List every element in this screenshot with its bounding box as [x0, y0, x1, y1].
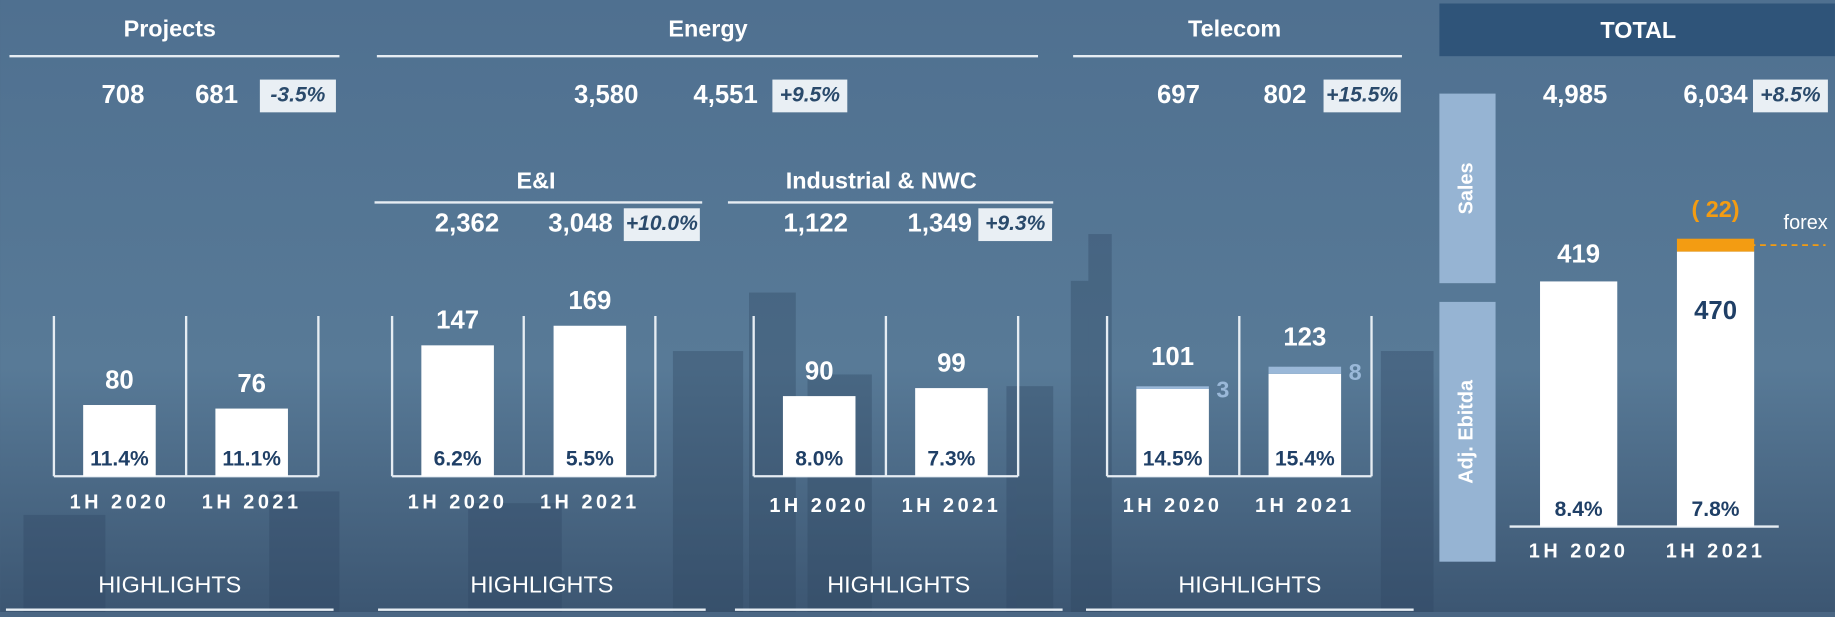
panel-title: Energy: [668, 16, 747, 42]
panel-title: TOTAL: [1600, 17, 1676, 43]
sales-value: 4,551: [693, 81, 757, 109]
value-label: 419: [1557, 240, 1600, 268]
x-tick-label: 1H 2021: [1666, 541, 1766, 563]
sales-value: 3,048: [548, 209, 612, 237]
sales-value: 708: [101, 81, 144, 109]
segment-label: ( 22): [1692, 196, 1740, 222]
margin-label: 5.5%: [566, 447, 614, 470]
x-tick-label: 1H 2020: [769, 495, 869, 517]
growth-label: +9.5%: [780, 84, 841, 107]
margin-label: 14.5%: [1143, 447, 1203, 470]
value-label: 99: [937, 349, 966, 377]
growth-label: +8.5%: [1760, 84, 1821, 107]
margin-label: 7.8%: [1692, 498, 1740, 521]
sales-value: 6,034: [1683, 81, 1748, 109]
x-tick-label: 1H 2020: [1529, 541, 1629, 563]
panel-title: Telecom: [1188, 16, 1281, 42]
bar-segment: [1677, 252, 1754, 527]
sales-value: 697: [1157, 81, 1200, 109]
bar-segment: [1540, 281, 1617, 526]
panel-title: Industrial & NWC: [786, 168, 977, 194]
x-tick-label: 1H 2020: [408, 491, 508, 513]
margin-label: 11.4%: [90, 447, 149, 470]
sales-value: 802: [1263, 81, 1306, 109]
x-tick-label: 1H 2021: [202, 491, 302, 513]
sales-value: 1,122: [783, 209, 847, 237]
page: {"chart_data": [ {"type": "bar", "title"…: [0, 0, 1835, 612]
footer-label: HIGHLIGHTS: [827, 571, 970, 597]
margin-label: 6.2%: [434, 447, 482, 470]
x-tick-label: 1H 2020: [1123, 495, 1223, 517]
sales-value: 681: [195, 81, 238, 109]
footer-label: HIGHLIGHTS: [98, 571, 241, 597]
value-label: 76: [237, 370, 266, 398]
x-tick-label: 1H 2020: [70, 491, 170, 513]
sales-value: 2,362: [435, 209, 499, 237]
x-tick-label: 1H 2021: [902, 495, 1002, 517]
value-label: 80: [105, 366, 134, 394]
value-label: 90: [805, 357, 834, 385]
x-tick-label: 1H 2021: [1255, 495, 1355, 517]
side-label: Adj. Ebitda: [1456, 379, 1478, 484]
total-label: 123: [1283, 323, 1326, 351]
bar-segment: [1269, 367, 1342, 374]
x-tick-label: 1H 2021: [540, 491, 640, 513]
total-label: 101: [1151, 343, 1194, 371]
footer-label: HIGHLIGHTS: [470, 571, 613, 597]
sales-value: 1,349: [908, 209, 972, 237]
margin-label: 15.4%: [1275, 447, 1335, 470]
bar-segment: [1677, 239, 1754, 252]
bar-segment: [1136, 386, 1209, 389]
margin-label: 7.3%: [927, 447, 975, 470]
value-label: 169: [568, 287, 611, 315]
sales-value: 3,580: [574, 81, 638, 109]
margin-label: 8.0%: [795, 447, 843, 470]
annotation: forex: [1784, 212, 1828, 234]
segment-label: 8: [1349, 359, 1362, 385]
margin-label: 8.4%: [1555, 498, 1603, 521]
value-label: 470: [1694, 297, 1737, 325]
panel-title: E&I: [517, 168, 556, 194]
growth-label: -3.5%: [270, 84, 325, 107]
sales-value: 4,985: [1543, 81, 1607, 109]
growth-label: +15.5%: [1326, 84, 1398, 107]
dashboard: Projects 708 681 -3.5% 80 76 1H 2020 1H 2021 11.…: [0, 0, 1835, 612]
value-label: 147: [436, 307, 479, 335]
footer-label: HIGHLIGHTS: [1178, 571, 1321, 597]
growth-label: +9.3%: [985, 212, 1046, 235]
growth-label: +10.0%: [626, 212, 698, 235]
margin-label: 11.1%: [222, 447, 281, 470]
side-label: Sales: [1456, 162, 1478, 214]
panel-title: Projects: [124, 16, 216, 42]
segment-label: 3: [1216, 376, 1229, 402]
